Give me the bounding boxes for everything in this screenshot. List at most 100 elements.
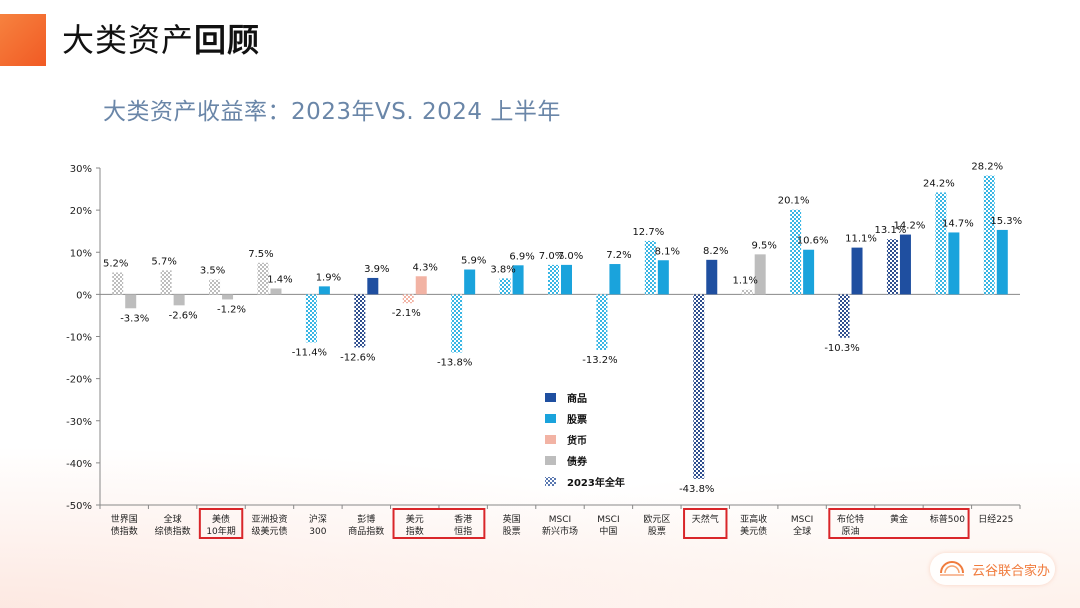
category-label: 日经225: [978, 513, 1013, 525]
data-label-2024h1: 11.1%: [845, 234, 877, 245]
page-title: 大类资产回顾: [62, 14, 260, 66]
y-tick-label: -40%: [66, 459, 92, 470]
category-label: MSCI 新兴市场: [542, 515, 578, 537]
data-label-2023: -13.8%: [437, 358, 472, 369]
bar-2023: [693, 294, 705, 479]
y-tick-label: -50%: [66, 501, 92, 512]
category-label: 彭博商品指数: [348, 513, 384, 537]
bar-2023: [354, 294, 366, 348]
bar-2024h1: [609, 264, 621, 295]
data-label-2024h1: 1.4%: [267, 274, 292, 285]
data-label-2023: 5.2%: [103, 258, 128, 269]
bar-2024h1: [803, 249, 815, 295]
bar-2023: [305, 294, 317, 343]
data-label-2023: 28.2%: [971, 162, 1003, 173]
bar-2024h1: [851, 247, 863, 295]
bar-2024h1: [706, 259, 718, 295]
category-label: 天然气: [692, 513, 719, 525]
category-label: 亚洲投资级美元债: [251, 513, 287, 537]
page-title-bold: 回顾: [194, 21, 261, 59]
legend-swatch: [545, 393, 556, 402]
y-tick-label: 10%: [70, 248, 92, 259]
bar-2023: [402, 294, 414, 304]
bar-2023: [741, 289, 753, 295]
legend-swatch: [545, 456, 556, 465]
data-label-2024h1: 9.5%: [751, 240, 776, 251]
category-label: 亚高收美元债: [740, 513, 767, 537]
data-label-2023: 1.1%: [732, 276, 757, 287]
category-label: 美元指数: [406, 513, 424, 537]
category-label: 欧元区股票: [643, 513, 670, 537]
data-label-2024h1: -3.3%: [120, 313, 149, 324]
legend-swatch: [545, 435, 556, 444]
page-title-regular: 大类资产: [62, 21, 195, 59]
category-label: 美债 10年期: [206, 513, 235, 537]
data-label-2024h1: 1.9%: [316, 272, 341, 283]
data-label-2024h1: 3.9%: [364, 264, 389, 275]
bar-2023: [112, 272, 124, 295]
data-label-2024h1: 14.7%: [942, 218, 974, 229]
bar-2023: [257, 262, 269, 295]
data-label-2023: 3.5%: [200, 266, 225, 277]
legend-label: 2023年全年: [567, 476, 625, 489]
bar-2024h1: [222, 294, 234, 300]
data-label-2024h1: 10.6%: [797, 236, 829, 247]
y-tick-label: -30%: [66, 417, 92, 428]
data-label-2024h1: 14.2%: [894, 221, 926, 232]
bar-2023: [644, 240, 656, 295]
bar-2024h1: [899, 234, 911, 295]
legend-label: 商品: [567, 392, 587, 405]
category-label: 英国股票: [503, 513, 521, 537]
y-tick-label: -10%: [66, 333, 92, 344]
category-label: 世界国债指数: [111, 513, 138, 537]
bar-2023: [160, 270, 172, 295]
data-label-2023: -12.6%: [340, 352, 375, 363]
category-label: 全球综债指数: [155, 513, 191, 537]
highlight-box: [828, 508, 970, 539]
data-label-2024h1: 6.9%: [509, 251, 534, 262]
data-label-2023: 20.1%: [778, 196, 810, 207]
bar-2023: [935, 192, 947, 295]
highlight-box: [683, 508, 728, 539]
data-label-2023: -2.1%: [392, 308, 421, 319]
data-label-2023: 12.7%: [632, 227, 664, 238]
bar-2023: [596, 294, 608, 350]
data-label-2023: 13.1%: [875, 225, 907, 236]
data-label-2024h1: 5.9%: [461, 256, 486, 267]
chart-title: 大类资产收益率：2023年VS. 2024 上半年: [103, 99, 561, 125]
bar-2023: [499, 278, 511, 295]
bar-2024h1: [415, 276, 427, 295]
bars-layer: [112, 175, 1008, 479]
y-tick-label: -20%: [66, 375, 92, 386]
highlight-box: [392, 508, 486, 539]
data-label-2024h1: -1.2%: [217, 304, 246, 315]
y-tick-label: 30%: [70, 164, 92, 175]
data-label-2024h1: 8.1%: [655, 246, 680, 257]
highlight-box: [198, 508, 244, 539]
data-label-2023: -43.8%: [679, 484, 714, 495]
data-label-2024h1: 7.2%: [606, 250, 631, 261]
legend-swatch: [545, 477, 556, 486]
data-label-2024h1: 8.2%: [703, 246, 728, 257]
y-tick-label: 20%: [70, 206, 92, 217]
data-label-2024h1: 15.3%: [990, 216, 1022, 227]
bar-2023: [209, 279, 221, 295]
category-label: 香港恒指: [454, 513, 472, 537]
bar-2024h1: [318, 286, 330, 295]
brand-logo-icon: [938, 559, 966, 579]
bar-2023: [886, 239, 898, 295]
data-label-2023: 5.7%: [151, 256, 176, 267]
bar-2024h1: [754, 254, 766, 295]
bar-2024h1: [173, 294, 185, 306]
bar-2024h1: [270, 288, 282, 295]
category-label: MSCI 全球: [791, 515, 813, 537]
legend-label: 债券: [567, 455, 588, 468]
y-tick-label: 0%: [76, 290, 92, 301]
brand-badge: 云谷联合家办: [930, 553, 1055, 585]
data-label-2024h1: 4.3%: [413, 262, 438, 273]
category-label: 沪深 300: [309, 513, 327, 537]
legend-swatch: [545, 414, 556, 423]
category-label: 黄金: [890, 513, 908, 525]
data-label-2023: 7.5%: [248, 249, 273, 260]
